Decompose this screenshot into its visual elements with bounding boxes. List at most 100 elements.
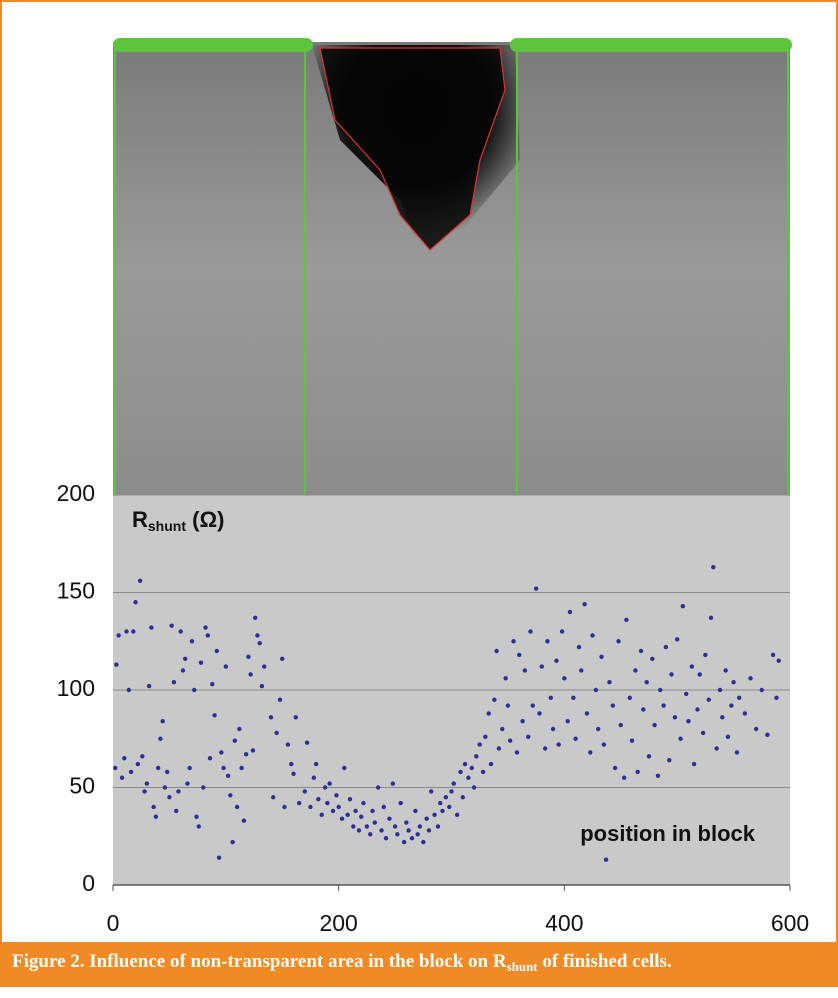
data-point bbox=[697, 672, 702, 677]
data-point bbox=[196, 824, 201, 829]
data-point bbox=[342, 765, 347, 771]
y-tick-label: 100 bbox=[57, 675, 95, 701]
data-point bbox=[462, 761, 468, 767]
data-point bbox=[542, 746, 548, 751]
data-point bbox=[496, 746, 502, 751]
y-tick-label: 50 bbox=[69, 773, 95, 799]
data-point bbox=[599, 654, 604, 660]
data-point bbox=[689, 664, 695, 669]
x-tick-label: 200 bbox=[319, 910, 357, 936]
data-point bbox=[274, 730, 279, 736]
dark-core bbox=[320, 48, 505, 250]
data-point bbox=[185, 781, 190, 786]
data-point bbox=[223, 664, 229, 669]
data-point bbox=[322, 785, 328, 790]
data-point bbox=[477, 742, 482, 747]
data-point bbox=[153, 814, 159, 819]
caption-prefix: Figure 2. Influence of non-transparent a… bbox=[12, 951, 507, 972]
data-point bbox=[480, 769, 486, 775]
data-point bbox=[250, 748, 256, 753]
data-point bbox=[243, 752, 249, 757]
data-point bbox=[530, 703, 535, 708]
data-point bbox=[207, 756, 213, 761]
data-point bbox=[706, 697, 711, 702]
data-point bbox=[725, 734, 731, 739]
data-point bbox=[627, 695, 632, 700]
data-point bbox=[140, 754, 145, 759]
data-point bbox=[474, 754, 479, 759]
data-point bbox=[471, 785, 477, 790]
data-point bbox=[734, 750, 740, 755]
data-point bbox=[759, 687, 764, 693]
data-point bbox=[588, 750, 593, 755]
data-point bbox=[590, 633, 595, 638]
data-point bbox=[528, 629, 533, 634]
data-point bbox=[246, 654, 251, 660]
data-point bbox=[336, 804, 341, 810]
plot-layer: 0 50 100 150 200 0 200 400 600 bbox=[57, 480, 810, 936]
data-point bbox=[562, 676, 567, 681]
data-point bbox=[571, 695, 576, 700]
data-point bbox=[466, 775, 471, 780]
data-point bbox=[167, 795, 172, 800]
data-point bbox=[409, 836, 415, 841]
data-point bbox=[124, 629, 129, 634]
data-point bbox=[214, 648, 220, 654]
data-point bbox=[729, 703, 734, 708]
data-point bbox=[421, 839, 426, 845]
data-point bbox=[776, 658, 781, 663]
data-point bbox=[635, 769, 640, 775]
data-point bbox=[261, 664, 267, 669]
data-point bbox=[313, 761, 319, 767]
data-point bbox=[176, 789, 181, 794]
data-point bbox=[503, 676, 508, 681]
data-point bbox=[142, 789, 147, 794]
data-point bbox=[339, 816, 345, 821]
data-point bbox=[144, 781, 150, 786]
data-point bbox=[545, 639, 550, 644]
data-point bbox=[268, 715, 274, 720]
data-point bbox=[607, 680, 612, 685]
data-point bbox=[556, 742, 561, 747]
data-point bbox=[194, 814, 199, 819]
data-point bbox=[387, 816, 392, 821]
data-point bbox=[469, 765, 475, 771]
data-point bbox=[203, 625, 208, 630]
data-point bbox=[137, 578, 143, 583]
data-point bbox=[695, 707, 700, 712]
data-point bbox=[708, 615, 714, 621]
data-point bbox=[178, 629, 183, 634]
data-point bbox=[488, 761, 494, 767]
data-point bbox=[330, 808, 336, 814]
data-point bbox=[680, 603, 686, 609]
data-point bbox=[748, 676, 753, 681]
data-point bbox=[205, 633, 210, 638]
data-point bbox=[554, 658, 559, 663]
data-point bbox=[646, 754, 652, 759]
data-point bbox=[345, 812, 350, 817]
y-axis-label: Rshunt (Ω) bbox=[132, 507, 224, 534]
data-point bbox=[686, 719, 691, 724]
data-point bbox=[221, 765, 226, 771]
data-point bbox=[404, 820, 409, 825]
data-point bbox=[198, 660, 204, 665]
data-point bbox=[447, 804, 452, 810]
data-point bbox=[537, 711, 542, 716]
data-point bbox=[658, 687, 663, 693]
data-point bbox=[375, 785, 381, 790]
data-point bbox=[603, 857, 609, 862]
label-sub: shunt bbox=[148, 518, 186, 534]
label-main: R bbox=[132, 507, 148, 532]
data-point bbox=[703, 652, 708, 658]
data-point bbox=[271, 795, 276, 800]
data-point bbox=[458, 769, 463, 775]
data-point bbox=[584, 711, 590, 716]
data-point bbox=[372, 820, 377, 825]
data-point bbox=[146, 683, 152, 689]
data-point bbox=[364, 824, 370, 829]
data-point bbox=[576, 644, 582, 650]
data-point bbox=[667, 758, 672, 763]
data-point bbox=[228, 793, 233, 798]
data-point bbox=[507, 738, 513, 743]
